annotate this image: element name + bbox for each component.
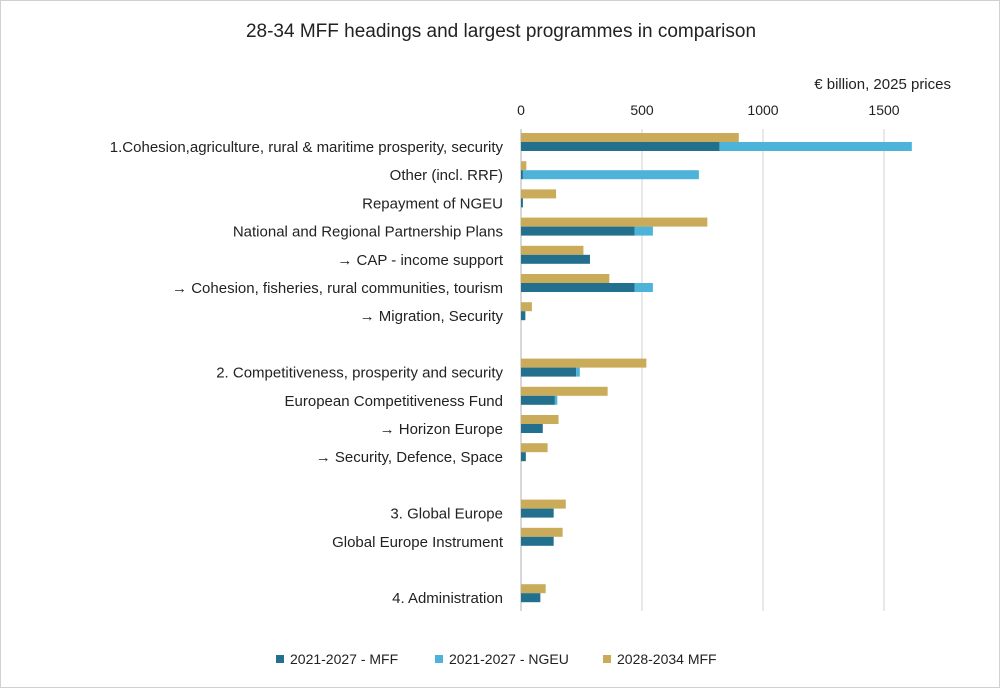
bar-2021-2027-ngeu [634, 226, 653, 236]
x-tick-label: 0 [517, 102, 525, 118]
bar-2021-2027-mff [521, 170, 523, 180]
legend-swatch [276, 655, 284, 663]
bar-2021-2027-mff [521, 254, 590, 264]
bar-2028-2034-mff [521, 386, 608, 396]
bar-2028-2034-mff [521, 443, 548, 453]
x-tick-label: 1000 [747, 102, 778, 118]
bar-2021-2027-mff [521, 508, 554, 518]
category-label: National and Regional Partnership Plans [233, 224, 503, 241]
category-label: European Competitiveness Fund [285, 393, 503, 410]
bar-2021-2027-mff [521, 142, 720, 151]
category-label: 1.Cohesion,agriculture, rural & maritime… [110, 139, 504, 156]
x-tick-label: 500 [630, 102, 654, 118]
bar-2021-2027-mff [521, 452, 526, 462]
bar-2021-2027-mff [521, 311, 526, 321]
bar-2028-2034-mff [521, 527, 563, 537]
category-label: → Cohesion, fisheries, rural communities… [172, 280, 503, 297]
bar-2028-2034-mff [521, 358, 647, 368]
x-tick-labels: 0 500 1000 1500 [517, 102, 900, 118]
x-tick-label: 1500 [868, 102, 899, 118]
bar-2021-2027-ngeu [522, 170, 699, 180]
bar-2021-2027-mff [521, 593, 541, 603]
legend: 2021-2027 - MFF 2021-2027 - NGEU 2028-2034… [276, 651, 717, 667]
bar-2021-2027-mff [521, 395, 555, 405]
category-labels: 1.Cohesion,agriculture, rural & maritime… [110, 139, 504, 607]
category-label: → CAP - income support [337, 252, 503, 269]
bar-2028-2034-mff [521, 217, 708, 227]
category-label: Global Europe Instrument [332, 534, 504, 551]
category-label: 4. Administration [392, 590, 503, 607]
bar-2028-2034-mff [521, 302, 532, 312]
bar-2021-2027-mff [521, 198, 523, 208]
bar-2021-2027-ngeu [576, 367, 580, 377]
chart-title: 28-34 MFF headings and largest programme… [246, 21, 756, 42]
category-label: → Migration, Security [360, 308, 504, 325]
category-label: Other (incl. RRF) [390, 167, 503, 184]
bar-2021-2027-mff [521, 536, 554, 546]
legend-swatch [435, 655, 443, 663]
bar-2021-2027-mff [521, 367, 577, 377]
legend-label: 2028-2034 MFF [617, 651, 717, 667]
bar-2028-2034-mff [521, 499, 566, 509]
bar-2028-2034-mff [521, 584, 546, 594]
bars [521, 133, 912, 603]
legend-label: 2021-2027 - MFF [290, 651, 398, 667]
bar-2021-2027-mff [521, 226, 635, 236]
unit-label: € billion, 2025 prices [814, 76, 951, 93]
bar-2021-2027-mff [521, 424, 543, 433]
category-label: Repayment of NGEU [362, 195, 503, 212]
bar-2028-2034-mff [521, 245, 584, 255]
bar-2028-2034-mff [521, 415, 559, 424]
bar-2028-2034-mff [521, 133, 739, 142]
category-label: → Security, Defence, Space [316, 449, 503, 466]
bar-2021-2027-ngeu [634, 283, 653, 292]
bar-2021-2027-ngeu [719, 142, 912, 151]
category-label: 2. Competitiveness, prosperity and secur… [216, 365, 503, 382]
bar-2028-2034-mff [521, 274, 610, 283]
bar-2021-2027-ngeu [554, 395, 558, 405]
legend-label: 2021-2027 - NGEU [449, 651, 569, 667]
bar-2021-2027-mff [521, 283, 635, 292]
legend-swatch [603, 655, 611, 663]
category-label: 3. Global Europe [390, 506, 503, 523]
bar-2028-2034-mff [521, 189, 557, 199]
bar-2028-2034-mff [521, 161, 527, 171]
category-label: → Horizon Europe [380, 421, 503, 438]
